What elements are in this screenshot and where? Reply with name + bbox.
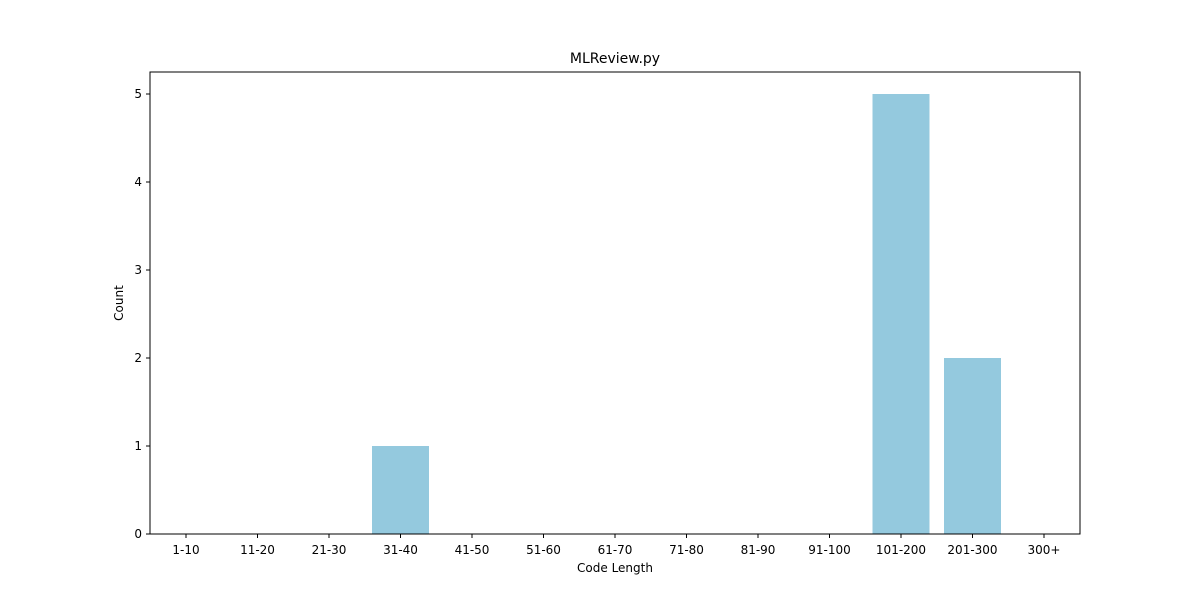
x-tick-label: 31-40 (383, 543, 418, 557)
x-axis-ticks: 1-10 11-20 21-30 31-40 41-50 51-60 61-70 71-80 8… (172, 534, 1060, 557)
y-tick-label: 2 (134, 351, 142, 365)
plot-frame (149, 71, 1081, 535)
y-tick-label: 5 (134, 87, 142, 101)
y-axis-ticks: 0 1 2 3 4 5 (134, 87, 150, 541)
x-axis-label: Code Length (577, 561, 653, 575)
bar-101-200 (872, 94, 930, 534)
x-tick-label: 61-70 (598, 543, 633, 557)
x-tick-label: 201-300 (947, 543, 997, 557)
x-tick-label: 300+ (1028, 543, 1061, 557)
chart-title: MLReview.py (570, 51, 660, 67)
y-axis-label: Count (112, 285, 126, 321)
y-tick-label: 0 (134, 527, 142, 541)
y-tick-label: 3 (134, 263, 142, 277)
bars-layer (372, 94, 1001, 534)
x-tick-label: 41-50 (455, 543, 490, 557)
x-tick-label: 91-100 (808, 543, 851, 557)
bar-201-300 (944, 358, 1001, 534)
bar-31-40 (372, 446, 429, 534)
x-tick-label: 101-200 (876, 543, 926, 557)
x-tick-label: 71-80 (669, 543, 704, 557)
x-tick-label: 1-10 (172, 543, 199, 557)
y-tick-label: 4 (134, 175, 142, 189)
x-tick-label: 11-20 (240, 543, 275, 557)
y-tick-label: 1 (134, 439, 142, 453)
x-tick-label: 51-60 (526, 543, 561, 557)
x-tick-label: 21-30 (312, 543, 347, 557)
x-tick-label: 81-90 (741, 543, 776, 557)
